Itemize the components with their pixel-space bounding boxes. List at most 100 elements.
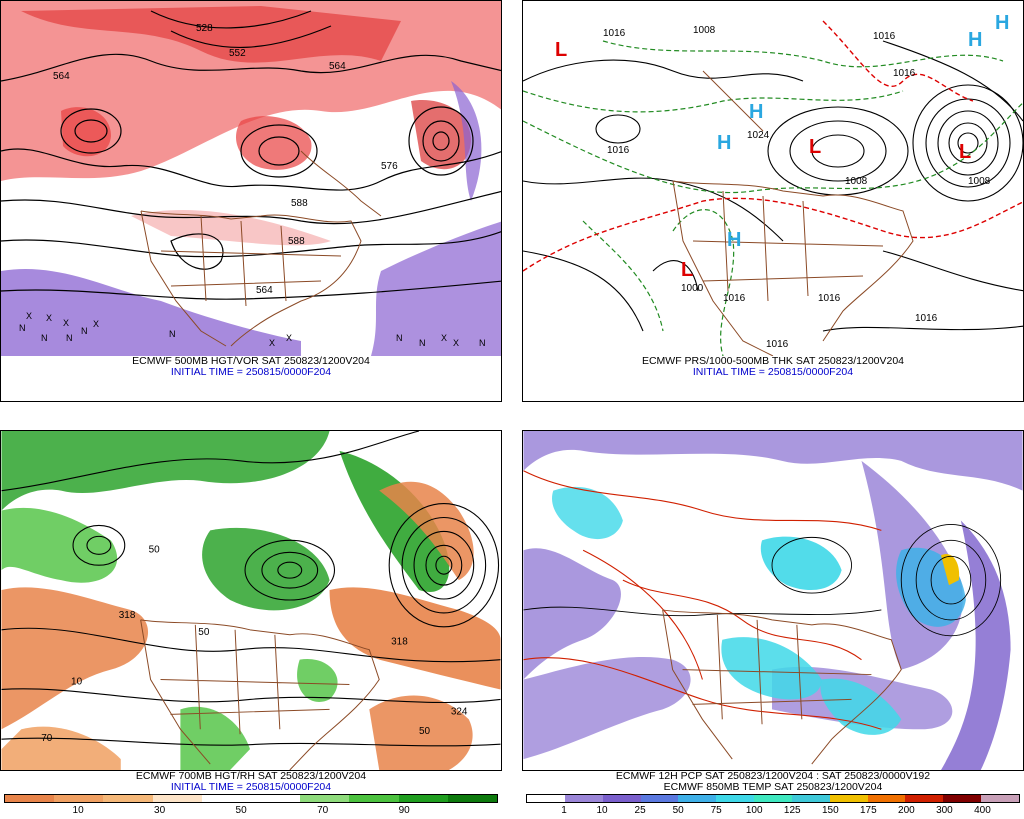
contour-label: 50 [149,544,161,555]
initial-time-caption: INITIAL TIME = 250815/0000F204 [170,366,332,378]
scale-swatch [754,795,792,802]
scale-label: 70 [317,805,329,816]
contour-label: 528 [196,23,213,34]
isobar-label: 1016 [603,28,626,39]
scale-swatch [867,795,906,802]
panel-caption-temp: ECMWF 850MB TEMP SAT 250823/1200V204 [663,781,883,793]
contour-label: 318 [391,637,408,648]
vorticity-symbol: N [169,329,176,339]
scale-swatch [201,795,252,802]
precipitation-scale-labels: 1 10 25 50 75 100 125 150 175 200 300 40… [526,805,1020,816]
panel-caption: ECMWF PRS/1000-500MB THK SAT 250823/1200… [641,355,905,367]
contour-label: 552 [229,48,246,59]
isobar-label: 1024 [747,130,770,141]
scale-label: 50 [235,805,247,816]
high-pressure-center: H [968,29,982,51]
contour-label: 50 [419,726,431,737]
scale-swatch [349,795,399,802]
scale-swatch [5,795,55,802]
vorticity-symbol: N [396,333,403,343]
scale-swatch [678,795,717,802]
vorticity-symbol: X [46,313,52,323]
scale-swatch [716,795,755,802]
contour-label: 564 [256,285,273,296]
high-pressure-center: H [727,229,741,251]
contour-label: 564 [329,61,346,72]
humidity-map: 318 318 50 50 10 70 324 50 [0,430,502,771]
scale-swatch [829,795,868,802]
scale-swatch [103,795,153,802]
panel-surface-pressure-thickness: 1008 1016 1016 1016 1008 1024 1000 1008 … [522,0,1024,402]
panel-caption: ECMWF 700MB HGT/RH SAT 250823/1200V204 [135,770,367,782]
vorticity-map: 528 552 564 564 576 588 588 564 N X N X … [1,1,501,356]
high-pressure-center: H [749,101,763,123]
vorticity-symbol: X [63,318,69,328]
panel-caption: ECMWF 500MB HGT/VOR SAT 250823/1200V204 [132,355,370,367]
contour-label: 324 [451,706,468,717]
scale-swatch [564,795,603,802]
initial-time-caption: INITIAL TIME = 250815/0000F204 [170,781,332,793]
low-pressure-center: L [809,136,821,158]
contour-label: 588 [288,236,305,247]
panel-precipitation-850mb-temp: ECMWF 12H PCP SAT 250823/1200V204 : SAT … [522,430,1024,819]
vorticity-symbol: X [269,338,275,348]
scale-label: 90 [398,805,410,816]
scale-swatch [251,795,301,802]
humidity-scale-bar [4,794,498,803]
vorticity-symbol: X [26,311,32,321]
humidity-scale-labels: 10 30 50 70 90 [4,805,498,816]
scale-label: 10 [72,805,84,816]
scale-label: 175 [859,805,877,816]
isobar-label: 1016 [893,68,916,79]
isobar-label: 1016 [915,313,938,324]
scale-swatch [602,795,641,802]
vorticity-symbol: N [66,333,73,343]
panel-700mb-humidity: 318 318 50 50 10 70 324 50 ECMWF 700MB H… [0,430,502,819]
scale-swatch [152,795,202,802]
vorticity-symbol: N [419,338,426,348]
precipitation-color-scale: 1 10 25 50 75 100 125 150 175 200 300 40… [522,794,1024,819]
scale-swatch [640,795,679,802]
precipitation-map [522,430,1024,771]
scale-label: 75 [710,805,722,816]
vorticity-symbol: N [41,333,48,343]
isobar-label: 1016 [873,31,896,42]
scale-swatch [527,795,565,802]
isobar-label: 1008 [693,25,716,36]
vorticity-symbol: X [453,338,459,348]
contour-label: 318 [119,610,136,621]
vorticity-symbol: X [93,319,99,329]
vorticity-symbol: X [286,333,292,343]
initial-time-caption: INITIAL TIME = 250815/0000F204 [692,366,854,378]
isobar-label: 1008 [845,176,868,187]
scale-label: 200 [898,805,915,816]
scale-label: 125 [783,805,801,816]
isobar-label: 1016 [607,145,630,156]
isobar-label: 1016 [723,293,746,304]
scale-label: 10 [596,805,608,816]
isobar-label: 1000 [681,283,704,294]
low-pressure-center: L [681,259,693,281]
scale-label: 150 [821,805,839,816]
panel-caption: ECMWF 12H PCP SAT 250823/1200V204 : SAT … [615,770,931,782]
scale-swatch [300,795,350,802]
panel-500mb-vorticity: 528 552 564 564 576 588 588 564 N X N X … [0,0,502,402]
isobar-label: 1016 [766,339,789,350]
scale-label: 300 [936,805,953,816]
high-pressure-center: H [717,132,731,154]
pressure-map: 1008 1016 1016 1016 1008 1024 1000 1008 … [523,12,1023,356]
vorticity-symbol: N [19,323,26,333]
scale-label: 30 [154,805,166,816]
contour-label: 50 [198,627,210,638]
scale-swatch [447,795,498,802]
scale-swatch [791,795,830,802]
precipitation-scale-bar [526,794,1020,803]
contour-label: 70 [41,733,53,744]
scale-label: 50 [672,805,684,816]
scale-swatch [54,795,104,802]
high-pressure-center: H [995,12,1009,34]
contour-label: 10 [71,677,83,688]
humidity-color-scale: 10 30 50 70 90 [0,794,502,819]
scale-swatch [943,795,982,802]
scale-swatch [905,795,944,802]
